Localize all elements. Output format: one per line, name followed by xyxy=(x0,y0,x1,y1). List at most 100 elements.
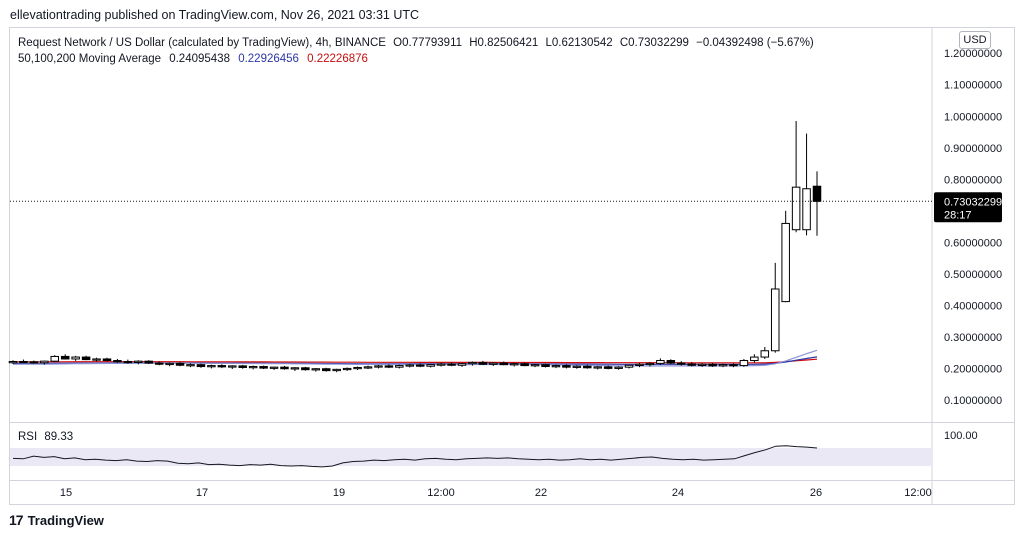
chart-frame[interactable] xyxy=(9,27,1015,505)
candle-body xyxy=(175,362,185,366)
candle-body xyxy=(50,355,60,362)
candle-body xyxy=(248,366,258,369)
candle-body xyxy=(656,360,665,364)
candle-body xyxy=(321,368,331,372)
tradingview-footer[interactable]: 17 TradingView xyxy=(9,512,104,528)
symbol-legend: Request Network / US Dollar (calculated … xyxy=(18,37,814,49)
x-tick-label: 22 xyxy=(535,487,547,499)
x-tick-label: 17 xyxy=(196,487,208,499)
x-tick-label: 19 xyxy=(333,487,345,499)
candle-body xyxy=(311,368,321,371)
rsi-value: 89.33 xyxy=(44,431,74,443)
candle-body xyxy=(165,362,174,366)
candle-body xyxy=(301,367,310,371)
candle-body xyxy=(551,365,561,368)
candle-body xyxy=(342,367,352,371)
candle-body xyxy=(154,362,164,365)
candle-body xyxy=(113,360,122,363)
candle-body xyxy=(468,361,477,365)
candle-body xyxy=(60,355,70,360)
ma200-line xyxy=(13,358,818,364)
candle-body xyxy=(489,362,498,365)
candle-body xyxy=(228,365,237,368)
candle-body xyxy=(509,363,519,366)
candle-body xyxy=(102,358,112,362)
candle-body xyxy=(718,364,728,367)
candle-body xyxy=(19,360,28,364)
rsi-legend: RSI 89.33 xyxy=(18,431,73,443)
candle-body xyxy=(134,360,143,363)
ma50-value: 0.24095438 xyxy=(169,53,230,65)
candle-body xyxy=(269,366,279,369)
candle-body xyxy=(603,366,613,369)
tradingview-logo-icon: 17 xyxy=(9,512,24,528)
candle-body xyxy=(144,360,153,364)
candle-body xyxy=(520,363,529,367)
y-tick-label: 0.80000000 xyxy=(944,174,1002,186)
rsi-line xyxy=(12,445,818,468)
candle-body xyxy=(635,363,644,367)
ma-legend: 50,100,200 Moving Average 0.24095438 0.2… xyxy=(18,53,368,65)
candle-body xyxy=(614,366,623,369)
candle-body xyxy=(677,362,686,365)
candle-body xyxy=(92,358,101,361)
candle-body xyxy=(207,365,216,368)
candle-body xyxy=(353,366,362,370)
candle-countdown: 28:17 xyxy=(944,209,972,221)
candle-body xyxy=(447,363,456,366)
last-price-value: 0.73032299 xyxy=(944,196,1002,208)
candle-body xyxy=(71,356,80,360)
y-tick-label: 0.50000000 xyxy=(944,269,1002,281)
x-tick-label: 24 xyxy=(672,487,684,499)
candle-body xyxy=(802,188,811,231)
candle-body xyxy=(384,365,394,368)
candle-body xyxy=(374,365,383,368)
y-tick-label: 1.20000000 xyxy=(944,48,1002,60)
y-tick-label: 0.60000000 xyxy=(944,237,1002,249)
candle-body xyxy=(217,365,227,368)
candle-body xyxy=(332,368,341,372)
ma100-value: 0.22926456 xyxy=(238,53,299,65)
last-price-tag xyxy=(934,192,1002,223)
rsi-axis-label: 100.00 xyxy=(944,430,978,442)
candle-body xyxy=(186,364,195,367)
x-tick-label: 26 xyxy=(810,487,822,499)
currency-button[interactable]: USD xyxy=(959,31,991,49)
candle-body xyxy=(457,363,467,366)
candle-body xyxy=(750,356,759,362)
y-tick-label: 0.10000000 xyxy=(944,395,1002,407)
candle-body xyxy=(770,288,780,352)
ma200-value: 0.22226876 xyxy=(307,53,368,65)
candle-body xyxy=(781,222,790,303)
ohlc-open: O0.77793911 xyxy=(393,37,463,49)
candle-body xyxy=(81,356,91,361)
candle-body xyxy=(812,185,822,202)
x-tick-label: 15 xyxy=(60,487,72,499)
candle-body xyxy=(697,363,707,367)
candle-body xyxy=(708,363,717,367)
candle-body xyxy=(363,366,373,369)
candle-body xyxy=(426,364,435,367)
y-tick-label: 1.10000000 xyxy=(944,80,1002,92)
ohlc-close: C0.73032299 xyxy=(619,37,689,49)
candle-body xyxy=(593,366,602,369)
tradingview-brand: TradingView xyxy=(27,512,104,528)
y-tick-label: 0.30000000 xyxy=(944,332,1002,344)
x-tick-label: 12:00 xyxy=(427,487,455,499)
rsi-label-text: RSI xyxy=(18,431,38,443)
candle-body xyxy=(666,360,676,364)
price-change: −0.04392498 (−5.67%) xyxy=(696,37,814,49)
y-tick-label: 0.90000000 xyxy=(944,143,1002,155)
ohlc-low: L0.62130542 xyxy=(545,37,613,49)
candle-body xyxy=(259,366,268,369)
candle-body xyxy=(395,365,404,368)
candle-body xyxy=(8,360,18,364)
candle-body xyxy=(415,364,425,367)
ohlc-high: H0.82506421 xyxy=(469,37,539,49)
candle-body xyxy=(196,364,206,368)
y-tick-label: 1.00000000 xyxy=(944,111,1002,123)
candle-body xyxy=(572,365,582,368)
candle-body xyxy=(123,360,133,364)
candle-body xyxy=(530,364,540,367)
